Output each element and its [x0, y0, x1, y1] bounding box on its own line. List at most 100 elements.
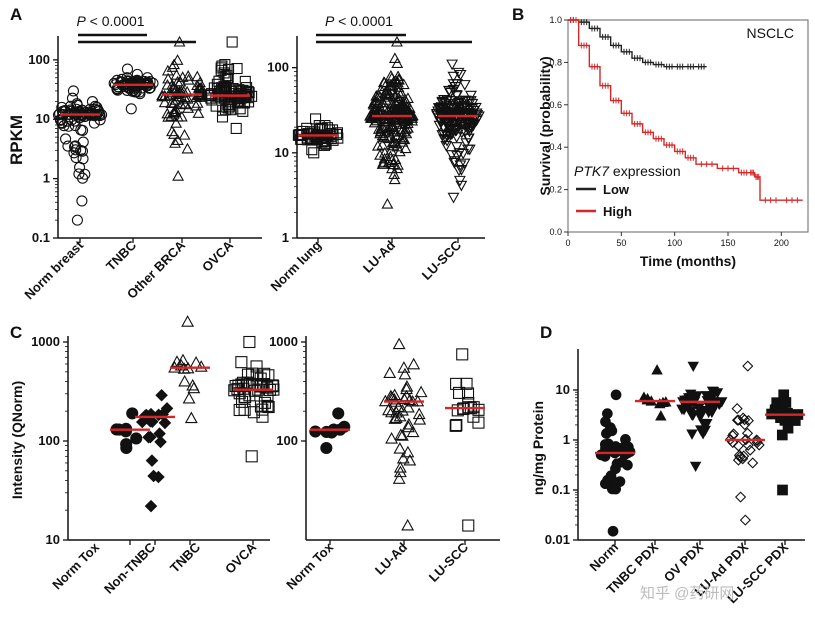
data-point — [56, 117, 68, 129]
y-axis-label: ng/mg Protein — [530, 401, 546, 495]
data-point — [388, 52, 401, 64]
y-tick-label: 1 — [563, 432, 570, 447]
data-point — [155, 388, 168, 402]
data-point — [447, 192, 460, 204]
data-point — [385, 144, 398, 156]
data-point — [414, 385, 428, 398]
data-point — [392, 70, 405, 82]
y-axis-label: RPKM — [7, 115, 26, 165]
data-point — [400, 382, 413, 395]
y-tick-label: 1 — [282, 230, 289, 245]
data-point — [450, 418, 463, 432]
data-point — [256, 403, 269, 416]
category-label: Norm Tox — [283, 539, 336, 592]
data-point — [455, 120, 467, 131]
data-point — [392, 73, 405, 85]
data-point — [453, 165, 465, 177]
data-point — [399, 93, 412, 105]
data-point — [624, 446, 636, 458]
data-point — [399, 123, 412, 134]
data-point — [176, 353, 190, 366]
data-point — [433, 120, 446, 132]
data-point — [169, 137, 181, 148]
data-point — [108, 77, 120, 89]
data-point — [174, 358, 188, 371]
data-point — [384, 150, 397, 162]
data-point — [447, 79, 460, 90]
category-label: TNBC — [103, 237, 140, 274]
data-point — [219, 82, 231, 94]
category-label: LU-Ad — [360, 237, 398, 275]
data-point — [401, 445, 415, 458]
data-point — [136, 415, 149, 429]
data-point — [753, 439, 765, 451]
data-point — [392, 400, 405, 413]
data-point — [266, 379, 279, 392]
category-label: OV PDX — [661, 539, 707, 585]
data-point — [70, 152, 82, 164]
data-point — [178, 128, 191, 140]
data-point — [174, 75, 187, 87]
data-point — [181, 142, 194, 154]
data-point — [693, 403, 705, 414]
significance-value: < 0.0001 — [334, 13, 393, 29]
data-point — [397, 361, 411, 373]
y-tick-label: 100 — [28, 52, 50, 67]
data-point — [437, 123, 450, 134]
data-point — [194, 76, 206, 88]
data-point — [393, 409, 407, 422]
data-point — [395, 131, 408, 143]
data-point — [392, 91, 405, 103]
data-point — [392, 472, 406, 484]
panel-b-survival: 0 50 100 150 200 0.0 0.2 0.4 0.6 0.8 1.0 Time (mont… — [537, 15, 809, 269]
data-point — [86, 96, 98, 108]
category-label: Non-TNBC — [101, 539, 158, 596]
data-point — [389, 153, 402, 165]
legend-title-suffix: expression — [609, 163, 681, 179]
data-point — [610, 389, 622, 401]
data-point — [447, 71, 460, 83]
data-point — [438, 106, 451, 118]
category-label: Norm breast — [21, 237, 86, 302]
data-point — [367, 98, 380, 110]
data-point — [706, 407, 718, 419]
data-point — [254, 400, 267, 413]
significance-label: P < 0.0001 — [325, 13, 393, 29]
data-point — [161, 78, 174, 90]
data-point — [610, 483, 622, 495]
data-point — [62, 140, 74, 152]
y-tick-label: 0.4 — [549, 142, 562, 152]
data-point — [309, 113, 322, 125]
data-point — [450, 91, 463, 102]
data-point — [450, 377, 463, 390]
legend-title-gene: PTK7 — [574, 163, 610, 179]
data-point — [389, 411, 403, 423]
data-point — [740, 434, 752, 446]
data-point — [734, 451, 746, 463]
data-point — [655, 410, 667, 421]
data-point — [226, 36, 238, 48]
data-point — [243, 96, 255, 108]
data-point — [179, 98, 192, 110]
x-axis-label: Time (months) — [640, 253, 736, 269]
category-label: OVCA — [222, 539, 260, 577]
data-point — [738, 414, 751, 426]
category-label: LU-SCC — [426, 539, 472, 585]
data-point — [379, 80, 392, 91]
data-point — [445, 128, 458, 140]
data-point — [731, 403, 743, 415]
x-tick-label: 50 — [616, 238, 626, 248]
data-point — [241, 82, 253, 94]
data-point — [308, 147, 320, 159]
data-point — [331, 127, 344, 139]
data-point — [686, 429, 698, 440]
data-point — [121, 63, 134, 75]
data-point — [739, 419, 751, 431]
category-label: Norm — [587, 540, 622, 575]
data-point — [319, 120, 331, 132]
data-point — [167, 106, 180, 117]
plot-frame — [567, 19, 809, 233]
data-point — [68, 147, 80, 159]
data-point — [130, 432, 143, 445]
